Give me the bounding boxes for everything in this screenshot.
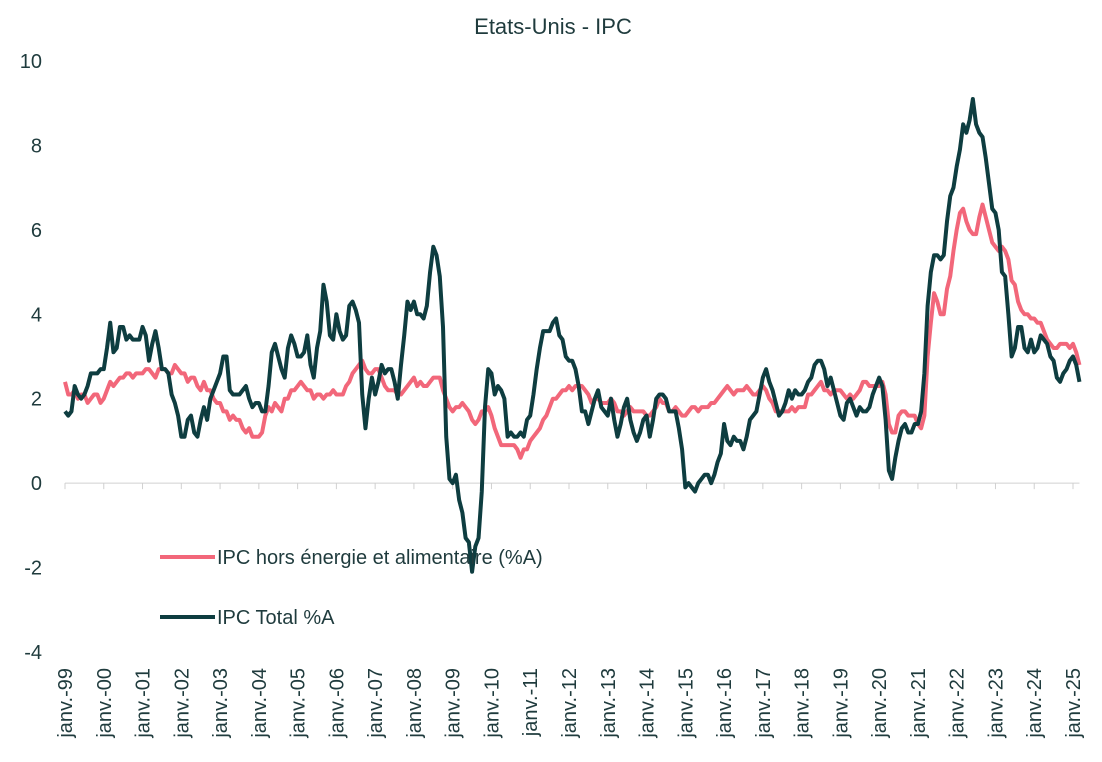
x-tick-label: janv.-99 [55, 668, 77, 739]
x-tick-label: janv.-05 [288, 668, 310, 739]
x-tick-label: janv.-25 [1063, 668, 1085, 739]
y-tick-label: 0 [31, 473, 42, 495]
x-tick-label: janv.-10 [481, 668, 503, 739]
y-tick-label: 4 [31, 304, 42, 326]
x-tick-label: janv.-19 [830, 668, 852, 739]
x-tick-label: janv.-00 [94, 668, 116, 739]
x-tick-label: janv.-14 [637, 668, 659, 739]
x-tick-label: janv.-24 [1024, 668, 1046, 739]
x-tick-label: janv.-12 [559, 668, 581, 739]
x-tick-label: janv.-22 [947, 668, 969, 739]
x-tick-label: janv.-09 [443, 668, 465, 739]
series-line [63, 202, 1082, 460]
x-tick-label: janv.-16 [714, 668, 736, 739]
x-tick-label: janv.-02 [171, 668, 193, 739]
x-tick-label: janv.-04 [249, 668, 271, 739]
legend-label: IPC hors énergie et alimentaire (%A) [217, 547, 543, 569]
x-tick-label: janv.-21 [908, 668, 930, 739]
x-tick-label: janv.-17 [753, 668, 775, 739]
x-tick-label: janv.-07 [365, 668, 387, 739]
x-tick-label: janv.-11 [520, 668, 542, 737]
x-tick-label: janv.-08 [404, 668, 426, 739]
x-tick-label: janv.-23 [985, 668, 1007, 739]
y-tick-label: -2 [24, 558, 42, 580]
y-tick-label: 2 [31, 389, 42, 411]
y-tick-label: 8 [31, 135, 42, 157]
x-tick-label: janv.-01 [133, 668, 155, 739]
y-tick-label: 6 [31, 220, 42, 242]
x-tick-label: janv.-18 [792, 668, 814, 739]
chart-title: Etats-Unis - IPC [474, 14, 632, 39]
x-tick-label: janv.-03 [210, 668, 232, 739]
legend-label: IPC Total %A [217, 607, 335, 629]
x-tick-label: janv.-20 [869, 668, 891, 739]
y-tick-label: -4 [24, 642, 42, 664]
x-tick-label: janv.-13 [598, 668, 620, 739]
y-tick-label: 10 [20, 51, 42, 73]
x-tick-label: janv.-15 [675, 668, 697, 739]
series-line [63, 96, 1082, 574]
x-tick-label: janv.-06 [326, 668, 348, 739]
